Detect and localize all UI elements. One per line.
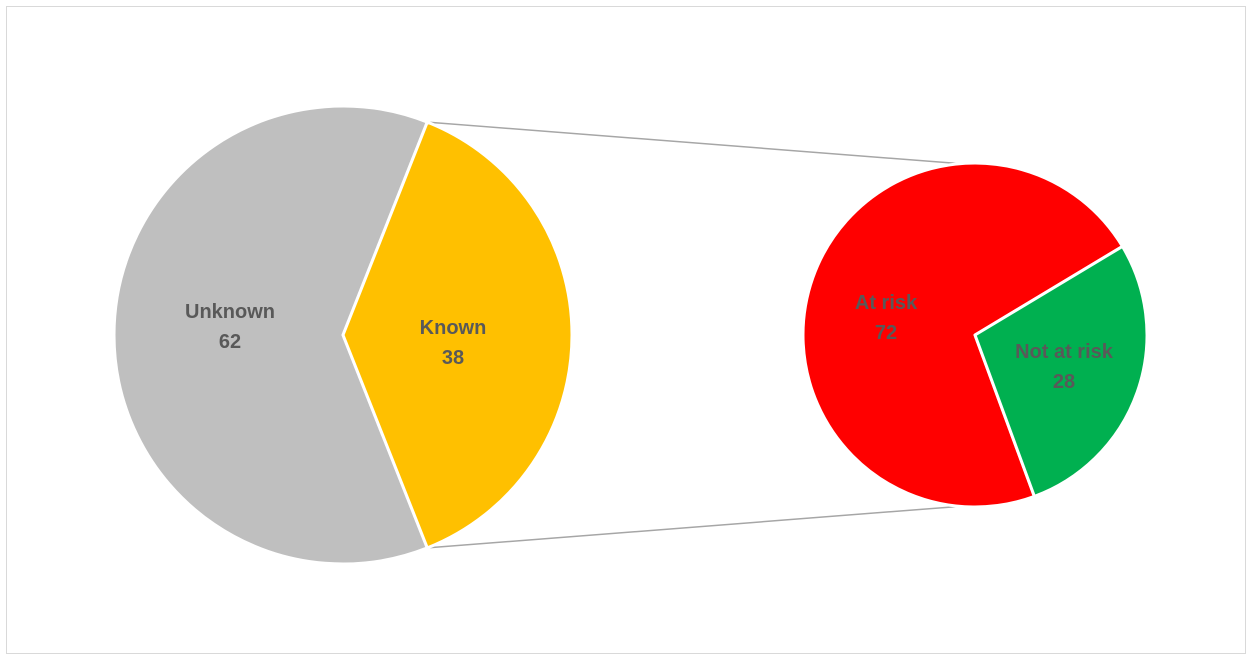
data-label-at-risk: At risk 72	[855, 292, 918, 344]
secondary-pie	[801, 161, 1149, 509]
data-label-not-at-risk: Not at risk 28	[1015, 341, 1114, 393]
connector-line-top	[427, 121, 961, 165]
data-label-known: Known 38	[420, 317, 487, 369]
pie-slice-known	[341, 120, 574, 550]
data-label-unknown: Unknown 62	[185, 301, 275, 353]
connector-line-bottom	[427, 505, 961, 549]
data-labels: Unknown 62 Known 38 At risk 72 Not at risk 28	[185, 292, 1114, 393]
primary-pie	[112, 104, 574, 566]
pie-slice-at-risk	[801, 161, 1124, 509]
connector-lines	[427, 121, 961, 549]
pie-slice-unknown	[112, 104, 429, 566]
pie-slice-not-at-risk	[973, 244, 1149, 498]
